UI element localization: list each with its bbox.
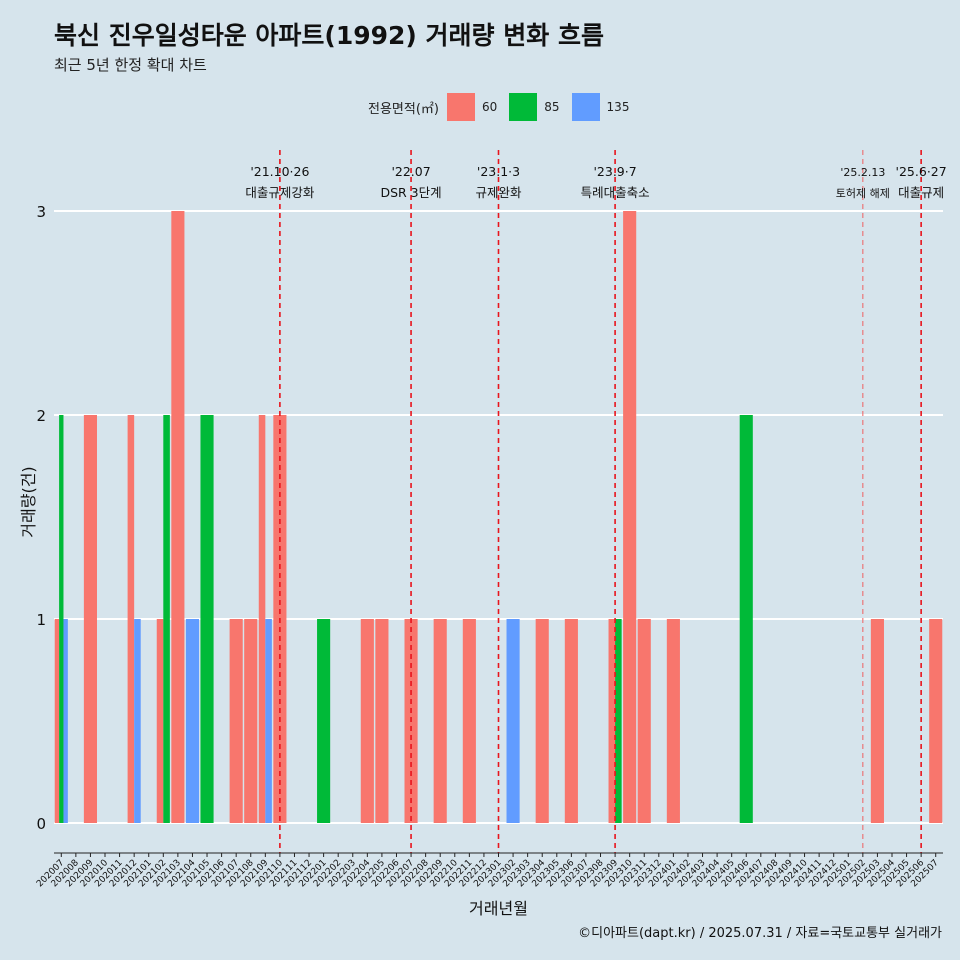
- legend-label-85: 85: [544, 100, 560, 114]
- bar-202012-135: [134, 619, 141, 823]
- event-date-label: '21.10·26: [250, 164, 309, 179]
- event-label: 토허제 해제: [836, 186, 890, 200]
- legend-title: 전용면적(㎡): [368, 101, 439, 117]
- bar-202406-85: [739, 415, 753, 823]
- bar-202302-135: [506, 619, 520, 823]
- bar-202104-135: [185, 619, 200, 823]
- event-date-label: '25.2.13: [840, 166, 885, 179]
- bar-202009-60: [83, 415, 97, 823]
- bar-202401-60: [666, 619, 680, 823]
- event-label: 대출규제강화: [245, 185, 315, 200]
- bar-202007-60: [54, 619, 60, 823]
- y-axis-title: 거래량(건): [19, 466, 38, 537]
- bar-202204-60: [360, 619, 374, 823]
- y-tick-label: 0: [36, 815, 46, 833]
- legend-label-60: 60: [481, 100, 498, 114]
- bar-202306-60: [564, 619, 578, 823]
- event-label: 규제완화: [475, 185, 522, 200]
- bar-202109-60: [258, 415, 266, 823]
- bar-202109-135: [265, 619, 272, 823]
- bar-202012-60: [127, 415, 135, 823]
- y-tick-label: 1: [36, 611, 46, 629]
- bar-202503-60: [870, 619, 884, 823]
- event-date-label: '23.9·7: [593, 164, 636, 179]
- legend-key-85: [509, 93, 538, 121]
- event-label: 특례대출축소: [581, 185, 650, 200]
- bar-202209-60: [433, 619, 447, 823]
- bar-202107-60: [229, 619, 243, 823]
- bar-202007-135: [63, 619, 68, 823]
- bar-202311-60: [637, 619, 651, 823]
- event-date-label: '23.1·3: [477, 164, 520, 179]
- bar-202309-60: [608, 619, 616, 823]
- bar-202102-60: [156, 619, 164, 823]
- chart-caption: ©디아파트(dapt.kr) / 2025.07.31 / 자료=국토교통부 실…: [578, 926, 942, 941]
- bar-202211-60: [462, 619, 476, 823]
- bar-202007-85: [59, 415, 64, 823]
- x-axis-title: 거래년월: [469, 899, 528, 918]
- bar-202310-60: [623, 211, 637, 823]
- bar-202103-60: [171, 211, 185, 823]
- event-label: DSR 3단계: [380, 185, 441, 200]
- bar-202201-85: [317, 619, 331, 823]
- bar-202102-85: [163, 415, 170, 823]
- bar-202105-85: [200, 415, 214, 823]
- y-tick-label: 2: [36, 407, 46, 425]
- bar-202507-60: [929, 619, 943, 823]
- chart-subtitle: 최근 5년 한정 확대 차트: [54, 56, 207, 74]
- legend: 전용면적(㎡) 60 85 135: [368, 92, 641, 122]
- bar-202108-60: [244, 619, 258, 823]
- event-date-label: '25.6·27: [896, 164, 947, 179]
- bar-202309-85: [615, 619, 622, 823]
- bar-202205-60: [375, 619, 389, 823]
- bar-202304-60: [535, 619, 549, 823]
- legend-key-135: [571, 93, 600, 121]
- event-date-label: '22.07: [391, 164, 430, 179]
- legend-label-135: 135: [606, 100, 630, 114]
- event-label: 대출규제: [898, 185, 944, 200]
- legend-key-60: [446, 93, 475, 121]
- chart-title: 북신 진우일성타운 아파트(1992) 거래량 변화 흐름: [54, 21, 604, 50]
- y-tick-label: 3: [36, 203, 46, 221]
